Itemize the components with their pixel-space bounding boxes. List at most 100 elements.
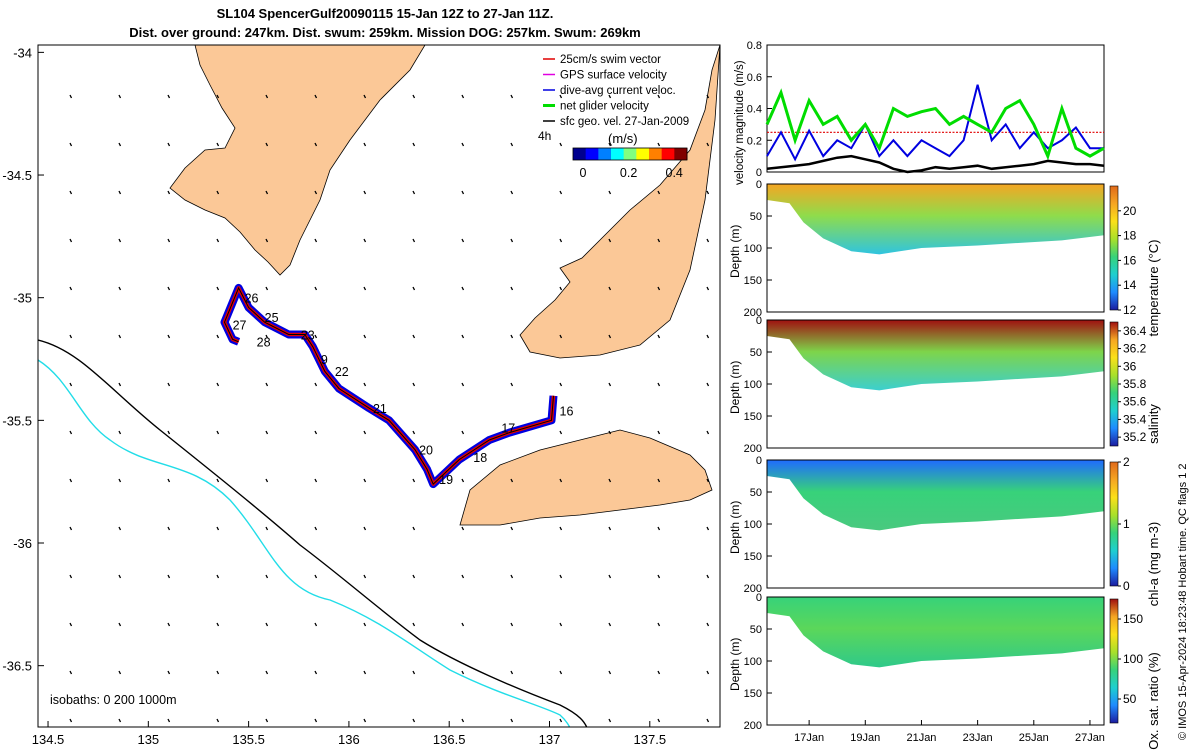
day-label-25: 25 <box>265 311 279 325</box>
depth-tick-label: 0 <box>756 592 762 604</box>
depth-tick-label: 100 <box>744 379 762 391</box>
section-colorbar <box>1109 461 1119 587</box>
colorbar-tick-label: 36 <box>1123 359 1137 373</box>
day-label-27: 27 <box>233 319 247 333</box>
depth-tick-label: 100 <box>744 519 762 531</box>
colorbar-tick-label: 35.8 <box>1123 377 1147 391</box>
colorbar-tick-label: 0.2 <box>620 166 637 180</box>
velocity-ytick-label: 0.4 <box>747 104 762 116</box>
depth-tick-label: 100 <box>744 243 762 255</box>
legend-entry: GPS surface velocity <box>560 70 667 82</box>
depth-tick-label: 200 <box>744 583 762 595</box>
map-ytick-label: -34.5 <box>2 168 32 183</box>
legend-entry: dive-avg current veloc. <box>560 85 676 97</box>
depth-tick-label: 50 <box>750 487 762 499</box>
colorbar-tick-label: 2 <box>1123 455 1130 469</box>
glider-track-line <box>223 286 554 485</box>
velocity-series-line <box>765 88 1105 161</box>
depth-tick-label: 150 <box>744 688 762 700</box>
map-ytick-label: -35 <box>13 291 32 306</box>
velocity-ylabel: velocity magnitude (m/s) <box>734 60 746 185</box>
colorbar-unit-label: (m/s) <box>608 131 638 146</box>
legend-entry: net glider velocity <box>560 101 649 113</box>
section-panel-oxygen: 0 50 100 150 200 Depth (m) 50 100 150 Ox. sat. ra… <box>728 592 1161 750</box>
day-label-23: 23 <box>301 328 315 342</box>
colorbar-label: chl-a (mg m-3) <box>1146 522 1161 607</box>
sfc-geo-vel-arrows <box>69 94 710 723</box>
depth-tick-label: 0 <box>756 455 762 467</box>
section-data-fill <box>767 184 1104 255</box>
colorbar-tick-label: 0 <box>580 166 587 180</box>
time-tick-label: 21Jan <box>906 732 936 744</box>
velocity-ytick-label: 0.8 <box>747 40 762 52</box>
map-ytick-label: -35.5 <box>2 413 32 428</box>
depth-tick-label: 0 <box>756 179 762 191</box>
colorbar-label: salinity <box>1146 404 1161 444</box>
colorbar-tick-label: 36.4 <box>1123 324 1147 338</box>
title-line-2: Dist. over ground: 247km. Dist. swum: 25… <box>129 25 641 40</box>
map-ytick-label: -36 <box>13 536 32 551</box>
map-xtick-label: 137.5 <box>634 732 667 747</box>
legend-entry: 25cm/s swim vector <box>560 54 661 66</box>
map-content: 16 17 18 19 20 21 22 9 23 25 26 27 28 <box>38 45 720 727</box>
depth-axis-label: Depth (m) <box>728 638 742 691</box>
colorbar-tick-label: 100 <box>1123 652 1143 666</box>
credit-text: © IMOS 15-Apr-2024 18:23:48 Hobart time.… <box>1177 463 1189 740</box>
section-colorbar <box>1109 598 1119 724</box>
colorbar-tick-label: 1 <box>1123 517 1130 531</box>
map-xtick-label: 135 <box>137 732 159 747</box>
colorbar-label: temperature (°C) <box>1146 240 1161 337</box>
day-label-19: 19 <box>439 473 453 487</box>
colorbar-tick-label: 35.2 <box>1123 430 1147 444</box>
map-xtick-label: 136.5 <box>433 732 466 747</box>
depth-tick-label: 50 <box>750 211 762 223</box>
depth-tick-label: 200 <box>744 307 762 319</box>
depth-tick-label: 100 <box>744 656 762 668</box>
map-xtick-label: 136 <box>338 732 360 747</box>
isobath-1000m <box>38 359 571 727</box>
four-hour-label: 4h <box>538 129 551 143</box>
colorbar-tick-label: 16 <box>1123 253 1137 267</box>
time-tick-label: 17Jan <box>794 732 824 744</box>
isobaths-label: isobaths: 0 200 1000m <box>50 693 176 707</box>
section-colorbar <box>1109 185 1119 311</box>
map-legend: 25cm/s swim vector GPS surface velocity di… <box>538 54 689 180</box>
day-label-26: 26 <box>245 292 259 306</box>
velocity-ytick-label: 0.2 <box>747 135 762 147</box>
section-data-fill <box>767 597 1104 668</box>
depth-axis-label: Depth (m) <box>728 361 742 414</box>
map-ytick-label: -36.5 <box>2 659 32 674</box>
depth-axis-label: Depth (m) <box>728 501 742 554</box>
section-panel-chl-a: 0 50 100 150 200 Depth (m) 0 1 2 chl-a (mg m-3) <box>728 455 1161 606</box>
day-label-16: 16 <box>560 404 574 418</box>
velocity-series-line <box>766 154 1105 174</box>
title-line-1: SL104 SpencerGulf20090115 15-Jan 12Z to … <box>217 6 554 21</box>
depth-tick-label: 150 <box>744 275 762 287</box>
colorbar-tick-label: 36.2 <box>1123 342 1147 356</box>
section-data-fill <box>767 460 1104 531</box>
section-data-fill <box>767 320 1104 391</box>
colorbar-tick-label: 50 <box>1123 692 1137 706</box>
colorbar-tick-label: 12 <box>1123 303 1137 317</box>
map-xtick-label: 134.5 <box>32 732 65 747</box>
section-panel-salinity: 0 50 100 150 200 Depth (m) 35.2 35.4 35.6 35.8 36 3… <box>728 315 1161 455</box>
depth-tick-label: 150 <box>744 411 762 423</box>
time-tick-label: 27Jan <box>1075 732 1105 744</box>
map-xtick-label: 135.5 <box>232 732 265 747</box>
day-label-17: 17 <box>501 422 515 436</box>
colorbar-tick-label: 0 <box>1123 579 1130 593</box>
day-label-28: 28 <box>257 336 271 350</box>
day-label-9: 9 <box>321 353 328 367</box>
depth-tick-label: 200 <box>744 720 762 732</box>
kangaroo-island-land <box>459 429 713 526</box>
colorbar-tick-label: 150 <box>1123 612 1143 626</box>
velocity-ytick-label: 0.6 <box>747 72 762 84</box>
depth-axis-label: Depth (m) <box>728 225 742 278</box>
legend-entry: sfc geo. vel. 27-Jan-2009 <box>560 116 689 128</box>
map-xtick-label: 137 <box>539 732 561 747</box>
velocity-ytick-label: 0 <box>756 167 762 179</box>
time-tick-label: 25Jan <box>1019 732 1049 744</box>
colorbar-tick-label: 35.4 <box>1123 412 1147 426</box>
colorbar-label: Ox. sat. ratio (%) <box>1146 652 1161 750</box>
